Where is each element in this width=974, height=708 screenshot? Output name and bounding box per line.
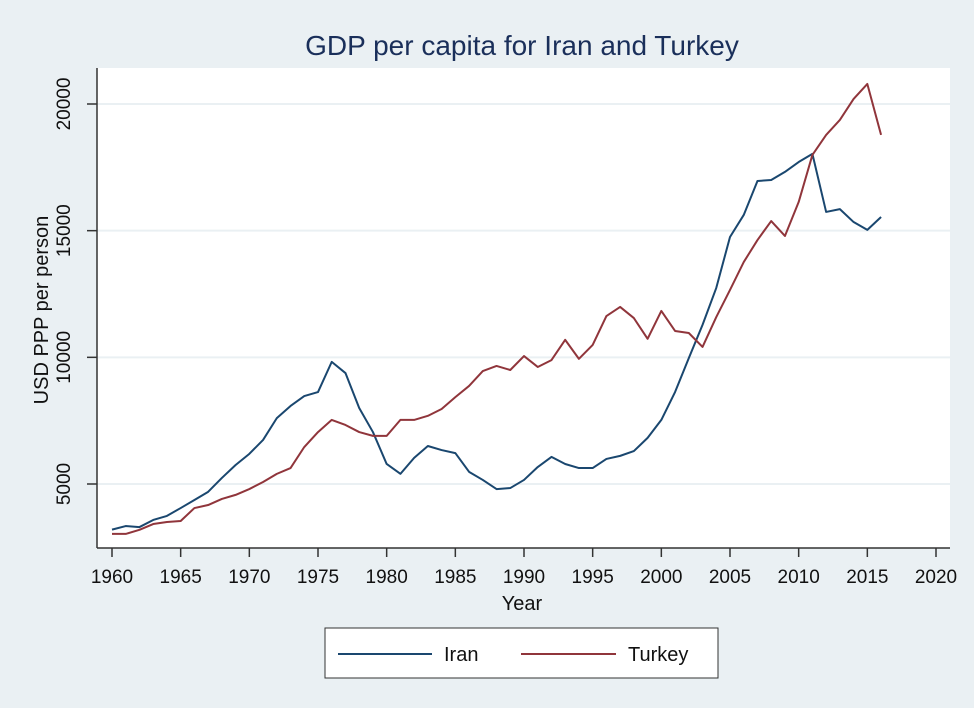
plot-area <box>97 68 950 548</box>
x-tick-label: 1960 <box>91 567 133 588</box>
series-line-turkey <box>112 82 883 535</box>
y-axis-label: USD PPP per person <box>31 216 53 405</box>
x-axis-label: Year <box>502 593 543 615</box>
legend: Iran Turkey <box>324 627 719 679</box>
x-tick-label: 1980 <box>366 567 408 588</box>
y-tick-label: 10000 <box>54 331 75 384</box>
x-tick-label: 2020 <box>915 567 957 588</box>
chart-title: GDP per capita for Iran and Turkey <box>305 30 739 61</box>
x-tick-label: 1970 <box>228 567 270 588</box>
x-tick-label: 1975 <box>297 567 339 588</box>
x-tick-label: 2015 <box>846 567 888 588</box>
y-tick-label: 5000 <box>54 463 75 505</box>
x-tick-label: 1990 <box>503 567 545 588</box>
x-tick-label: 1985 <box>434 567 476 588</box>
x-tick-label: 2005 <box>709 567 751 588</box>
y-tick-label: 20000 <box>54 78 75 131</box>
series-line-iran <box>111 152 882 531</box>
legend-label-turkey: Turkey <box>628 644 688 666</box>
x-tick-label: 2010 <box>778 567 820 588</box>
x-tick-label: 1965 <box>160 567 202 588</box>
y-tick-label: 15000 <box>54 204 75 257</box>
legend-label-iran: Iran <box>444 644 478 666</box>
x-tick-label: 2000 <box>640 567 682 588</box>
x-tick-label: 1995 <box>572 567 614 588</box>
